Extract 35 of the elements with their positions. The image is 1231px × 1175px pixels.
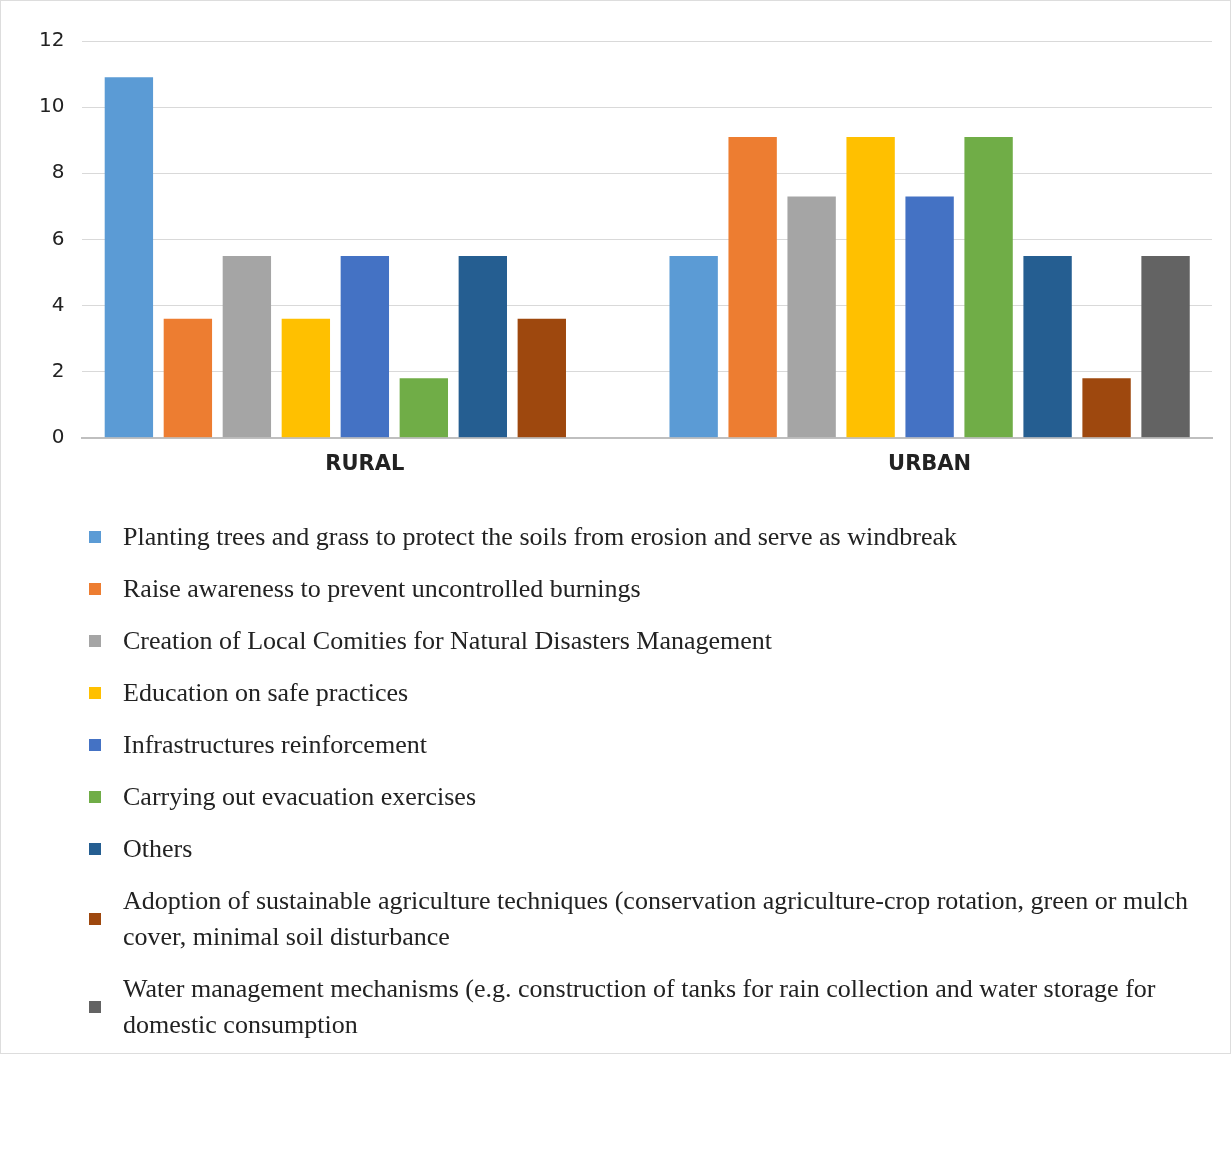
bar [846,136,895,438]
bar [1141,255,1190,438]
bar [669,255,718,438]
legend-label: Carrying out evacuation exercises [123,781,477,813]
bar [728,136,777,438]
legend-label: Water management mechanisms (e.g. construction of tanks for rain collection and water storage for domestic consumption [123,973,1157,1041]
x-tick-label: RURAL [325,450,405,475]
bar [964,136,1013,438]
legend-label: Planting trees and grass to protect the soils from erosion and serve as windbreak [123,521,957,553]
y-tick-label: 2 [51,357,65,382]
bar [104,77,154,438]
legend-label: Others [123,833,193,865]
bar [281,318,331,438]
legend-label: Education on safe practices [123,677,409,709]
y-tick-label: 6 [51,225,65,250]
legend-label: Adoption of sustainable agriculture techniques (conservation agriculture-crop rotation, green or mulch cover, minimal soil disturbance [123,885,1189,953]
legend-label: Infrastructures reinforcement [123,729,427,761]
bar [787,196,836,438]
y-tick-label: 4 [51,291,65,316]
bar [517,318,566,438]
bar [340,255,390,438]
y-tick-label: 0 [51,424,65,448]
bar [1023,255,1072,438]
bar [399,378,449,438]
bar [905,196,954,438]
bar [163,318,213,438]
y-tick-label: 12 [39,27,65,52]
x-tick-label: URBAN [888,450,972,475]
bar [1082,378,1131,438]
bar [458,255,507,438]
bar [222,255,272,438]
legend-label: Raise awareness to prevent uncontrolled burnings [123,573,641,605]
y-tick-label: 10 [39,93,65,118]
y-tick-label: 8 [51,159,65,184]
legend-label: Creation of Local Comities for Natural Disasters Management [123,625,773,657]
